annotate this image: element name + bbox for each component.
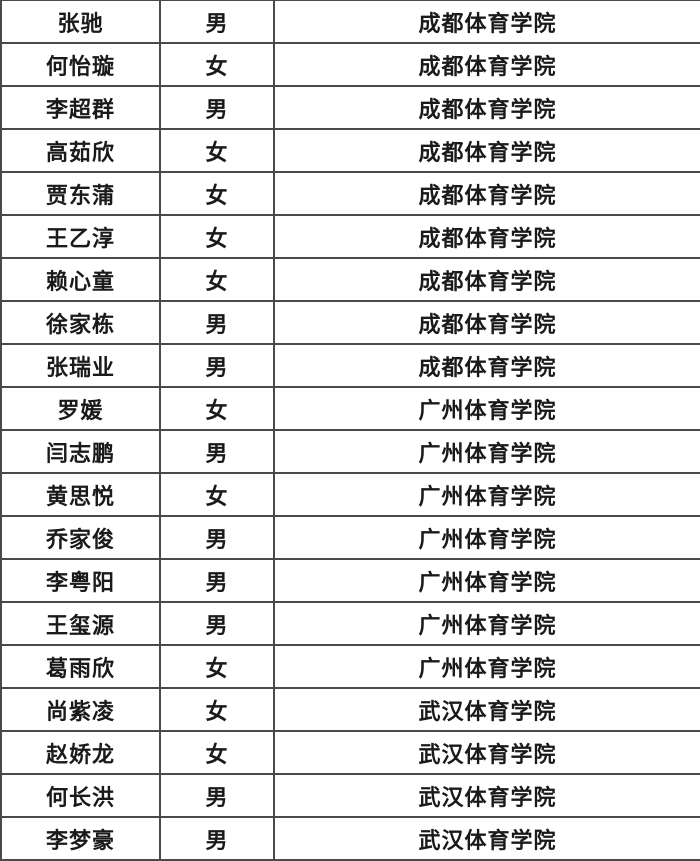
name-cell: 乔家俊	[0, 515, 161, 560]
name-cell: 赖心童	[0, 257, 161, 302]
name-cell: 王玺源	[0, 601, 161, 646]
table-row: 乔家俊 男 广州体育学院	[0, 515, 700, 560]
table-row: 赖心童 女 成都体育学院	[0, 257, 700, 302]
table-row: 高茹欣 女 成都体育学院	[0, 128, 700, 173]
institution-cell: 广州体育学院	[273, 386, 700, 431]
table-row: 王玺源 男 广州体育学院	[0, 601, 700, 646]
institution-cell: 成都体育学院	[273, 171, 700, 216]
gender-cell: 女	[159, 128, 275, 173]
table-row: 贾东蒲 女 成都体育学院	[0, 171, 700, 216]
gender-cell: 女	[159, 687, 275, 732]
gender-cell: 男	[159, 601, 275, 646]
institution-cell: 武汉体育学院	[273, 687, 700, 732]
gender-cell: 女	[159, 42, 275, 87]
gender-cell: 男	[159, 429, 275, 474]
gender-cell: 男	[159, 773, 275, 818]
name-cell: 李超群	[0, 85, 161, 130]
table-row: 李粤阳 男 广州体育学院	[0, 558, 700, 603]
gender-cell: 男	[159, 0, 275, 44]
table-row: 何长洪 男 武汉体育学院	[0, 773, 700, 818]
institution-cell: 武汉体育学院	[273, 730, 700, 775]
institution-cell: 广州体育学院	[273, 558, 700, 603]
institution-cell: 成都体育学院	[273, 42, 700, 87]
gender-cell: 女	[159, 171, 275, 216]
name-cell: 徐家栋	[0, 300, 161, 345]
name-cell: 张瑞业	[0, 343, 161, 388]
name-cell: 高茹欣	[0, 128, 161, 173]
institution-cell: 成都体育学院	[273, 214, 700, 259]
table-row: 何怡璇 女 成都体育学院	[0, 42, 700, 87]
table-row: 张驰 男 成都体育学院	[0, 0, 700, 44]
gender-cell: 女	[159, 730, 275, 775]
gender-cell: 女	[159, 644, 275, 689]
institution-cell: 成都体育学院	[273, 343, 700, 388]
institution-cell: 广州体育学院	[273, 601, 700, 646]
institution-cell: 武汉体育学院	[273, 773, 700, 818]
institution-cell: 成都体育学院	[273, 300, 700, 345]
institution-cell: 广州体育学院	[273, 515, 700, 560]
gender-cell: 男	[159, 300, 275, 345]
table-row: 葛雨欣 女 广州体育学院	[0, 644, 700, 689]
table-row: 尚紫凌 女 武汉体育学院	[0, 687, 700, 732]
table-row: 王乙淳 女 成都体育学院	[0, 214, 700, 259]
name-cell: 李粤阳	[0, 558, 161, 603]
institution-cell: 广州体育学院	[273, 429, 700, 474]
institution-cell: 成都体育学院	[273, 257, 700, 302]
table-row: 李超群 男 成都体育学院	[0, 85, 700, 130]
institution-cell: 广州体育学院	[273, 472, 700, 517]
gender-cell: 女	[159, 386, 275, 431]
gender-cell: 男	[159, 85, 275, 130]
name-cell: 何怡璇	[0, 42, 161, 87]
table-row: 张瑞业 男 成都体育学院	[0, 343, 700, 388]
institution-cell: 广州体育学院	[273, 644, 700, 689]
gender-cell: 男	[159, 816, 275, 861]
table-row: 罗媛 女 广州体育学院	[0, 386, 700, 431]
institution-cell: 武汉体育学院	[273, 816, 700, 861]
table-row: 闫志鹏 男 广州体育学院	[0, 429, 700, 474]
name-cell: 张驰	[0, 0, 161, 44]
name-cell: 闫志鹏	[0, 429, 161, 474]
name-cell: 葛雨欣	[0, 644, 161, 689]
institution-cell: 成都体育学院	[273, 128, 700, 173]
name-cell: 黄思悦	[0, 472, 161, 517]
gender-cell: 女	[159, 257, 275, 302]
institution-cell: 成都体育学院	[273, 85, 700, 130]
name-cell: 赵娇龙	[0, 730, 161, 775]
gender-cell: 男	[159, 558, 275, 603]
gender-cell: 男	[159, 515, 275, 560]
institution-cell: 成都体育学院	[273, 0, 700, 44]
name-cell: 贾东蒲	[0, 171, 161, 216]
name-cell: 王乙淳	[0, 214, 161, 259]
name-cell: 何长洪	[0, 773, 161, 818]
gender-cell: 女	[159, 214, 275, 259]
name-cell: 李梦豪	[0, 816, 161, 861]
table-row: 李梦豪 男 武汉体育学院	[0, 816, 700, 861]
gender-cell: 男	[159, 343, 275, 388]
name-cell: 罗媛	[0, 386, 161, 431]
name-cell: 尚紫凌	[0, 687, 161, 732]
gender-cell: 女	[159, 472, 275, 517]
table-row: 徐家栋 男 成都体育学院	[0, 300, 700, 345]
table-row: 黄思悦 女 广州体育学院	[0, 472, 700, 517]
table-row: 赵娇龙 女 武汉体育学院	[0, 730, 700, 775]
